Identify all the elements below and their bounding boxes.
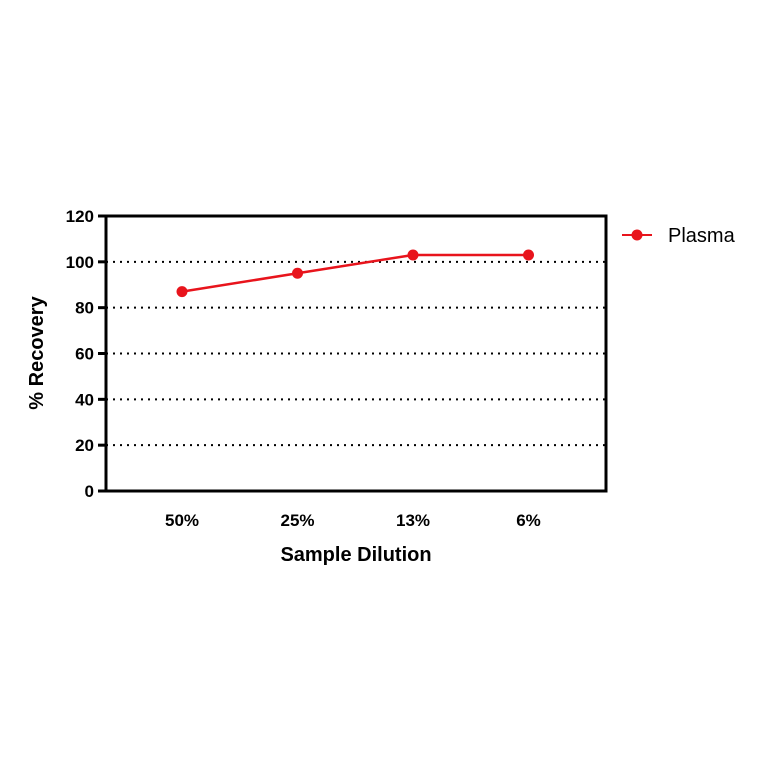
- y-tick-label: 80: [75, 299, 94, 318]
- data-series: [176, 249, 534, 298]
- data-point: [407, 249, 419, 261]
- axes: [98, 214, 608, 493]
- x-tick-label: 50%: [165, 511, 199, 530]
- x-axis-title: Sample Dilution: [280, 544, 431, 566]
- y-tick-label: 40: [75, 390, 94, 409]
- data-point: [523, 249, 534, 261]
- legend: Plasma: [622, 225, 736, 247]
- x-tick-label: 25%: [280, 511, 314, 530]
- data-point: [292, 267, 303, 279]
- legend-label-plasma: Plasma: [668, 225, 736, 247]
- x-tick-label: 6%: [516, 511, 541, 530]
- series-line-plasma: [181, 253, 529, 293]
- x-tick-label: 13%: [396, 511, 430, 530]
- y-tick-label: 20: [75, 436, 94, 455]
- legend-marker-plasma: [631, 229, 643, 241]
- data-point: [176, 286, 188, 298]
- y-axis-title: % Recovery: [26, 295, 48, 409]
- y-tick-label: 120: [66, 207, 94, 226]
- y-tick-label: 100: [66, 253, 94, 272]
- y-tick-label: 0: [85, 482, 94, 501]
- tick-labels: 0 20 40 60 80 100 120 50% 25% 13% 6%: [66, 207, 541, 530]
- y-tick-label: 60: [75, 345, 94, 364]
